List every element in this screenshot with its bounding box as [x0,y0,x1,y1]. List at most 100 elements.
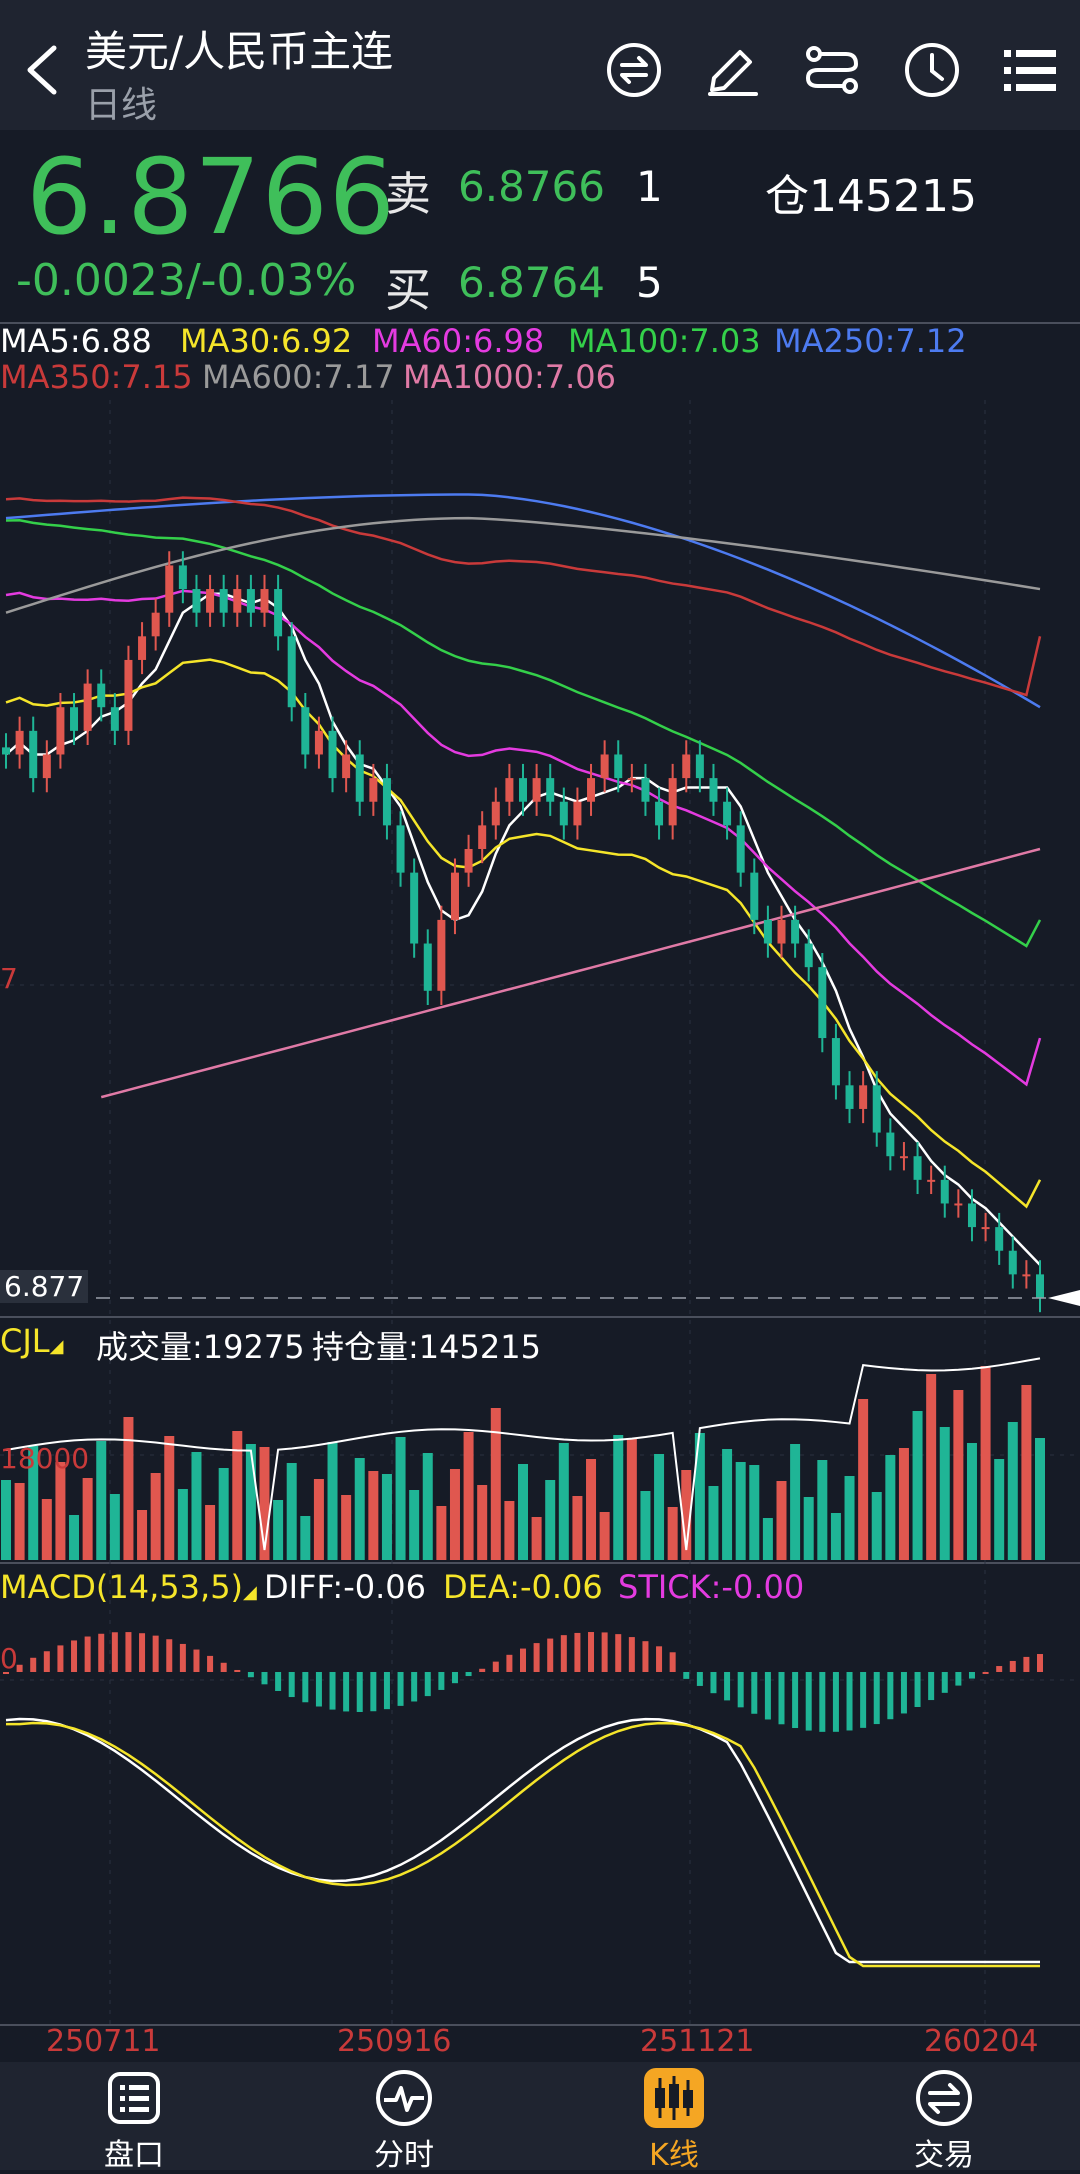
macd-histogram-bar [30,1657,37,1672]
macd-histogram-bar [98,1633,105,1672]
candle-body [56,707,65,755]
nav-kline-label: K线 [649,2138,699,2173]
volume-bar [708,1486,719,1560]
candle-body [287,636,296,708]
open-interest-label: 仓 [765,171,809,222]
candle-body [655,801,664,826]
macd-histogram-bar [628,1637,635,1672]
volume-bar [164,1436,175,1560]
macd-histogram-bar [261,1672,268,1685]
macd-histogram-bar [928,1672,935,1701]
volume-bar [232,1431,243,1560]
candle-body [15,730,24,755]
volume-bar [245,1444,256,1560]
volume-bar [871,1492,882,1560]
candle-body [981,1227,990,1230]
nav-trade[interactable]: 交易 [844,2062,1044,2173]
macd-histogram-bar [57,1645,64,1672]
candle-body [668,778,677,826]
price-level-label: 7 [0,962,18,995]
macd-histogram-bar [914,1672,921,1708]
macd-histogram-bar [805,1672,812,1731]
candle-body [83,683,92,731]
macd-histogram-bar [996,1666,1003,1672]
volume-bar [28,1446,39,1560]
candle-body [886,1132,895,1157]
candle-body [2,747,10,755]
macd-histogram-bar [275,1672,282,1691]
candle-body [736,825,745,873]
candle-body [178,565,187,590]
volume-bar [953,1390,964,1560]
volume-bar [55,1462,66,1560]
macd-histogram-bar [955,1672,962,1686]
macd-histogram-bar [751,1672,758,1714]
macd-histogram-bar [533,1643,540,1672]
macd-histogram-bar [778,1672,785,1725]
date-label-1: 250711 [46,2024,161,2059]
clock-icon[interactable] [902,40,962,100]
macd-histogram-bar [451,1672,458,1684]
macd-histogram-bar [234,1669,241,1672]
draw-line-icon[interactable] [802,40,862,100]
macd-histogram-bar [1037,1654,1043,1672]
macd-histogram-bar [315,1672,322,1707]
candle-body [328,730,337,779]
candle-body [546,778,555,802]
volume-bar [613,1435,624,1560]
macd-histogram-bar [411,1672,418,1702]
nav-order-book[interactable]: 盘口 [34,2062,234,2173]
candle-body [709,778,718,802]
nav-intraday[interactable]: 分时 [304,2062,504,2173]
macd-histogram-bar [560,1635,567,1672]
macd-dea-value: DEA:-0.06 [443,1568,603,1606]
ma250-line [5,493,1041,709]
edit-icon[interactable] [702,40,762,100]
macd-histogram-bar [873,1672,880,1725]
candle-body [940,1179,949,1204]
ma600-label: MA600:7.17 [202,358,395,396]
ma600-line [5,516,1041,614]
macd-histogram-bar [465,1672,472,1677]
switch-icon[interactable] [604,40,664,100]
candle-body [491,801,500,826]
candle-body [342,754,351,779]
volume-value: 成交量:19275 [96,1328,305,1366]
macd-histogram-bar [193,1649,200,1672]
volume-bar [1007,1422,1018,1560]
candle-body [682,754,691,779]
macd-histogram-bar [588,1632,595,1672]
date-label-4: 260204 [924,2024,1039,2059]
volume-bar [436,1506,447,1560]
menu-icon[interactable] [1000,40,1060,100]
chart-area[interactable]: MA5:6.88 MA30:6.92 MA60:6.98 MA100:7.03 … [0,322,1080,2060]
period-subtitle[interactable]: 日线 [85,85,158,126]
macd-histogram-bar [356,1672,363,1712]
candle-body [165,565,174,613]
top-bar: 美元/人民币主连 日线 [0,0,1080,130]
volume-bar [776,1481,787,1560]
volume-bar [96,1441,107,1560]
candle-body [723,801,732,826]
sell-price: 6.8766 [458,162,605,211]
nav-kline[interactable]: K线 [574,2062,774,2173]
back-arrow-icon[interactable] [18,40,68,100]
kline-chart[interactable] [0,322,1080,2060]
date-label-3: 251121 [640,2024,755,2059]
bottom-nav: 盘口 分时 K线 交易 [0,2062,1080,2173]
volume-bar [817,1460,828,1560]
macd-indicator-label[interactable]: MACD(14,53,5)◢ [0,1568,257,1606]
macd-histogram-bar [506,1654,513,1672]
candle-body [1036,1274,1044,1298]
ma1000-label: MA1000:7.06 [403,358,616,396]
volume-indicator-label[interactable]: CJL◢ [0,1322,63,1360]
volume-bar [137,1510,148,1560]
volume-bar [14,1483,25,1560]
volume-bar [749,1465,760,1560]
candle-body [927,1179,936,1182]
macd-histogram-bar [656,1646,663,1672]
macd-histogram-bar [111,1632,118,1672]
page-title: 美元/人民币主连 [85,27,394,76]
macd-histogram-bar [207,1655,214,1672]
nav-order-book-label: 盘口 [104,2138,164,2173]
